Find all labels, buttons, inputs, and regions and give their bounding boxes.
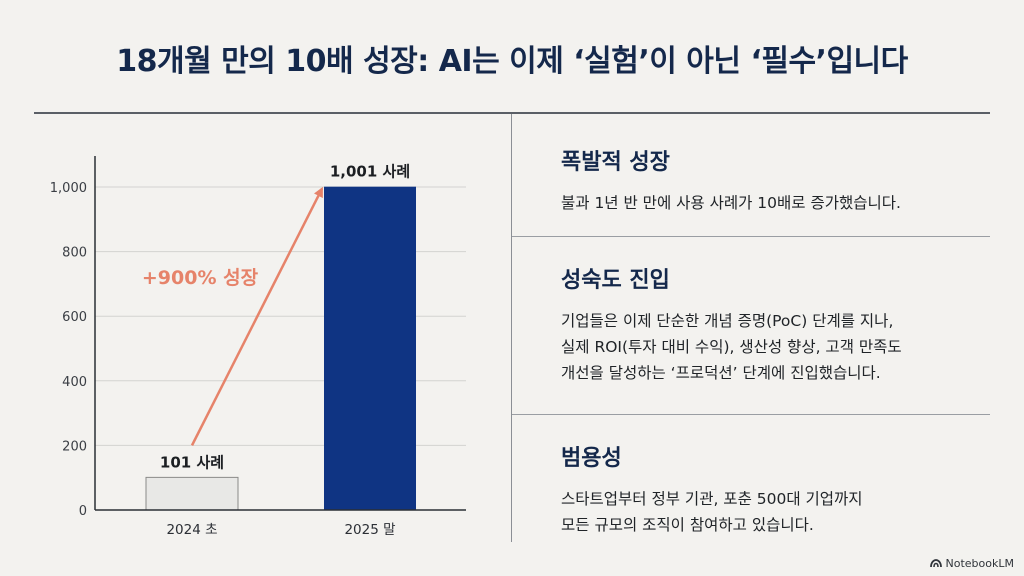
section-heading: 폭발적 성장 (561, 150, 670, 175)
notebooklm-logo-icon (929, 559, 942, 568)
section-text-line: 모든 규모의 조직이 참여하고 있습니다. (561, 516, 814, 534)
data-label: 1,001 사례 (330, 163, 410, 181)
section-universality: 범용성 스타트업부터 정부 기관, 포춘 500대 기업까지 모든 규모의 조직… (561, 440, 991, 538)
section-text-line: 실제 ROI(투자 대비 수익), 생산성 향상, 고객 만족도 (561, 338, 902, 356)
y-tick-label: 0 (79, 504, 87, 519)
y-tick-label: 200 (62, 439, 87, 454)
y-tick-label: 800 (62, 246, 87, 261)
section-divider (512, 414, 990, 415)
brand-label: NotebookLM (945, 557, 1014, 570)
y-tick-label: 600 (62, 310, 87, 325)
bar-chart: 0 200 400 600 800 1,000 101 사례 1,001 사례 2024 초… (50, 156, 466, 538)
section-text-line: 불과 1년 반 만에 사용 사례가 10배로 증가했습니다. (561, 194, 901, 212)
brand-watermark: NotebookLM (929, 557, 1014, 570)
x-tick-label: 2025 말 (344, 522, 395, 538)
section-text-line: 개선을 달성하는 ‘프로덕션’ 단계에 진입했습니다. (561, 364, 881, 382)
section-divider (512, 236, 990, 237)
section-heading: 성숙도 진입 (561, 268, 670, 293)
title-underline (34, 112, 990, 114)
section-explosive-growth: 폭발적 성장 불과 1년 반 만에 사용 사례가 10배로 증가했습니다. (561, 144, 991, 216)
column-divider (511, 114, 512, 542)
growth-annotation: +900% 성장 (142, 267, 259, 289)
x-tick-label: 2024 초 (166, 522, 217, 538)
section-heading: 범용성 (561, 446, 622, 471)
data-label: 101 사례 (160, 453, 224, 471)
growth-arrow (190, 186, 324, 446)
section-text-line: 스타트업부터 정부 기관, 포춘 500대 기업까지 (561, 490, 863, 508)
y-tick-label: 400 (62, 375, 87, 390)
section-text-line: 기업들은 이제 단순한 개념 증명(PoC) 단계를 지나, (561, 312, 894, 330)
section-maturity: 성숙도 진입 기업들은 이제 단순한 개념 증명(PoC) 단계를 지나, 실제… (561, 262, 991, 386)
y-tick-label: 1,000 (50, 181, 87, 196)
bar (324, 186, 416, 510)
bar (145, 476, 239, 511)
page-title: 18개월 만의 10배 성장: AI는 이제 ‘실험’이 아닌 ‘필수’입니다 (116, 44, 908, 79)
